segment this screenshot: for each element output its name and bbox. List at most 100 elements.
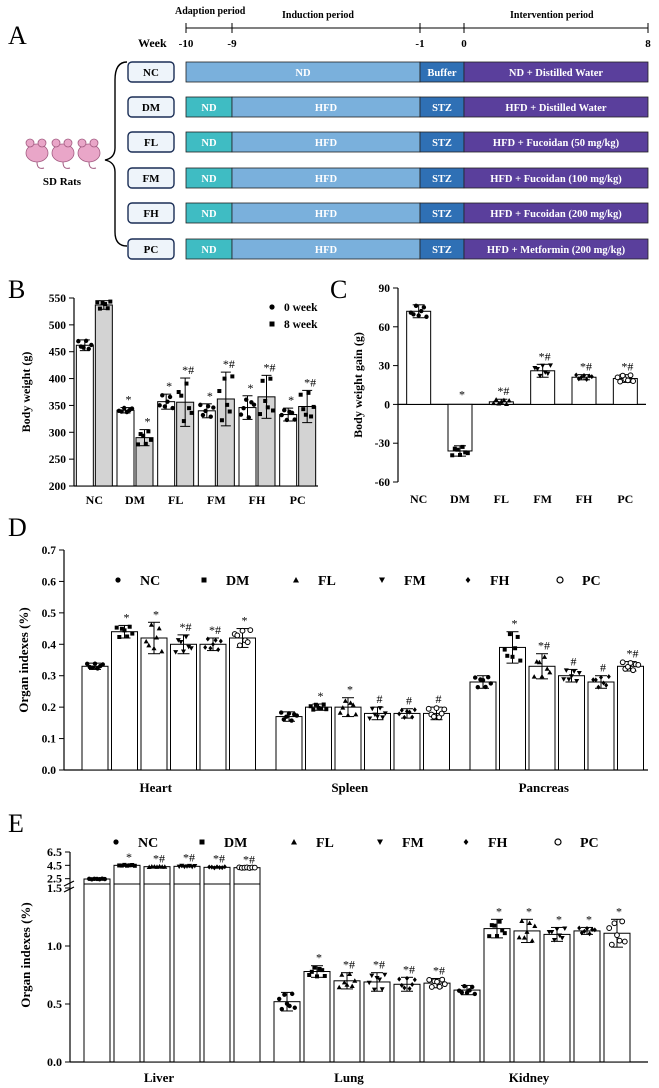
data-point — [234, 632, 241, 639]
data-point — [215, 864, 219, 870]
y-axis-title: Body weight (g) — [19, 352, 33, 433]
data-point — [119, 409, 124, 414]
data-point — [374, 976, 380, 981]
group-brace — [104, 61, 128, 247]
data-point — [405, 975, 409, 981]
timeline-segment — [463, 238, 649, 260]
y-axis-title: Organ indexes (%) — [16, 607, 31, 712]
legend-label: NC — [138, 836, 158, 851]
data-point — [315, 974, 319, 979]
data-point — [576, 671, 582, 676]
data-point — [441, 981, 448, 988]
data-point — [258, 412, 262, 417]
data-point — [246, 415, 251, 420]
data-point — [95, 300, 100, 305]
legend-label: PC — [580, 836, 599, 851]
x-tick-label: Pancreas — [519, 780, 569, 795]
legend-label: 0 week — [284, 302, 318, 314]
data-point — [542, 370, 548, 375]
data-point — [241, 406, 246, 411]
data-point — [277, 996, 282, 1002]
data-point — [136, 442, 140, 447]
data-point — [627, 372, 634, 379]
data-point — [179, 393, 184, 398]
legend-marker — [201, 577, 207, 583]
data-point — [599, 674, 603, 680]
data-point — [244, 639, 251, 646]
significance-mark: *# — [497, 384, 509, 398]
data-point — [592, 927, 597, 933]
timeline-segment-label: ND — [295, 68, 311, 79]
significance-mark: *# — [264, 360, 276, 374]
data-point — [493, 397, 499, 402]
data-point — [192, 864, 198, 869]
timeline-segment-label: ND — [201, 209, 217, 220]
data-point — [502, 647, 507, 652]
y-tick-label: 350 — [49, 400, 67, 412]
data-point — [582, 373, 586, 379]
data-point — [488, 681, 493, 686]
data-point — [319, 706, 324, 711]
data-point — [577, 925, 582, 931]
significance-mark: *# — [343, 958, 355, 972]
data-point — [222, 864, 227, 870]
data-point — [554, 927, 560, 932]
subject-label: SD Rats — [43, 176, 82, 188]
data-point — [419, 308, 424, 314]
data-point — [251, 402, 257, 407]
data-point — [352, 978, 358, 983]
bar — [334, 706, 362, 771]
timeline-segment-label: HFD + Distilled Water — [505, 103, 606, 114]
data-point — [230, 374, 235, 379]
timeline-segment-label: ND — [201, 245, 217, 256]
data-point — [569, 674, 574, 679]
data-point — [431, 713, 437, 720]
bar — [305, 706, 332, 771]
timeline-segment-label: ND — [201, 103, 217, 114]
data-point — [183, 634, 189, 640]
data-point — [146, 429, 151, 434]
legend-label: NC — [140, 574, 160, 589]
significance-mark: *# — [539, 349, 551, 363]
significance-mark: * — [242, 614, 248, 628]
data-point — [593, 677, 598, 683]
data-point — [460, 444, 465, 449]
data-point — [260, 378, 265, 383]
rat-icon — [25, 138, 49, 169]
data-point — [377, 706, 383, 711]
data-point — [438, 710, 445, 717]
bar-lower — [203, 883, 231, 1063]
x-tick-label: FM — [533, 492, 552, 506]
data-point — [265, 405, 270, 410]
data-point — [184, 381, 189, 386]
significance-mark: * — [616, 904, 622, 918]
significance-mark: # — [600, 661, 606, 675]
data-point — [284, 417, 290, 423]
data-point — [531, 674, 537, 679]
data-point — [217, 864, 222, 870]
group-name-box — [127, 131, 175, 153]
data-point — [173, 650, 179, 655]
data-point — [498, 399, 504, 404]
data-point — [375, 714, 380, 720]
group-name-box — [127, 61, 175, 83]
significance-mark: # — [571, 654, 577, 668]
bar — [81, 665, 109, 771]
data-point — [311, 404, 316, 409]
data-point — [480, 677, 486, 683]
bar — [363, 981, 391, 1063]
data-point — [439, 976, 446, 983]
y-tick-label: 0.5 — [47, 997, 62, 1011]
data-point — [463, 450, 468, 455]
significance-mark: * — [166, 379, 172, 393]
significance-mark: *# — [627, 647, 639, 661]
bar — [393, 983, 421, 1063]
legend-marker — [269, 304, 275, 310]
timeline-segment-label: Buffer — [427, 68, 456, 79]
x-tick-label: FH — [249, 493, 266, 507]
x-tick-label: Liver — [144, 1070, 175, 1085]
data-point — [83, 338, 89, 343]
data-point — [604, 682, 609, 688]
legend-marker — [377, 839, 383, 845]
bar — [571, 376, 597, 405]
